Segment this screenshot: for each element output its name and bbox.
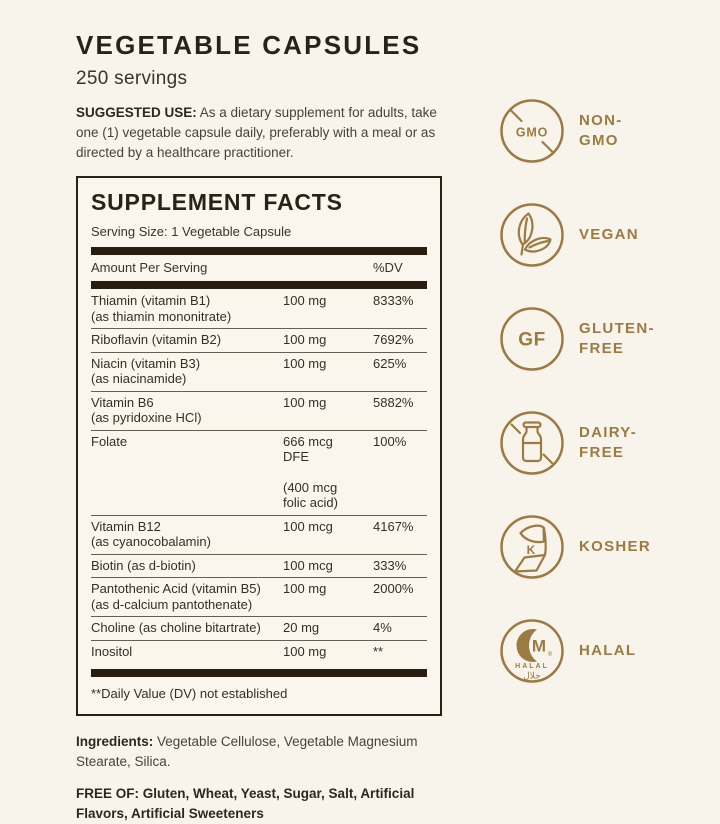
ingredient-sub: (as niacinamide) — [91, 371, 187, 386]
dv-value: 7692% — [373, 332, 414, 347]
badge-gluten-free: GF GLUTEN- FREE — [498, 305, 655, 373]
dv-value: 4167% — [373, 518, 414, 534]
halal-crescent-icon: M ® HALAL حلال — [500, 619, 564, 683]
ingredient-sub: (as thiamin mononitrate) — [91, 308, 232, 324]
ingredient-sub: (as d-calcium pantothenate) — [91, 596, 253, 612]
free-of-paragraph: FREE OF: Gluten, Wheat, Yeast, Sugar, Sa… — [76, 784, 456, 824]
badge-label: GLUTEN- FREE — [579, 320, 655, 357]
ingredients-label: Ingredients: — [76, 734, 154, 749]
gmo-crossed-icon: GMO — [500, 99, 564, 163]
kosher-symbol-icon: K — [500, 515, 564, 579]
label-main-column: VEGETABLE CAPSULES 250 servings SUGGESTE… — [76, 30, 460, 824]
badge-dairy-free: DAIRY- FREE — [498, 409, 655, 477]
table-row: Pantothenic Acid (vitamin B5) (as d-calci… — [91, 577, 427, 616]
dv-value: 100% — [373, 433, 407, 449]
amount-note: (400 mcg folic acid) — [283, 479, 338, 511]
table-header-row: Amount Per Serving %DV — [91, 255, 427, 281]
registered-mark: ® — [548, 651, 553, 658]
badge-label: NON- GMO — [579, 112, 623, 149]
amount-value: 100 mcg — [283, 518, 333, 534]
ingredient-name: Inositol — [91, 643, 133, 659]
supplement-label-page: { "colors": { "gold": "#9b7b42", "dark":… — [76, 30, 655, 821]
ingredient-sub: (as cyanocobalamin) — [91, 534, 211, 549]
dv-value: 5882% — [373, 394, 414, 410]
halal-m-text: M — [532, 637, 546, 656]
column-header-amount: Amount Per Serving — [91, 260, 208, 275]
amount-value: 100 mg — [283, 394, 327, 410]
divider-bar — [91, 281, 427, 289]
table-row: Inositol 100 mg ** — [91, 639, 427, 664]
servings-count: 250 servings — [76, 68, 188, 89]
leaves-icon — [500, 203, 564, 267]
amount-value: 20 mg — [283, 620, 320, 635]
badge-halal: M ® HALAL حلال HALAL — [498, 617, 655, 685]
ingredient-name: Niacin (vitamin B3) — [91, 355, 201, 371]
gf-icon: GF — [500, 307, 564, 371]
amount-value: 100 mg — [283, 581, 327, 596]
table-row: Vitamin B12 (as cyanocobalamin) 100 mcg 4… — [91, 514, 427, 554]
ingredients-paragraph: Ingredients: Vegetable Cellulose, Vegeta… — [76, 732, 456, 772]
amount-value: 666 mcg DFE — [283, 433, 333, 465]
facts-table: Thiamin (vitamin B1) (as thiamin mononitr… — [91, 289, 427, 663]
ingredient-name: Thiamin (vitamin B1) — [91, 293, 211, 308]
suggested-use-paragraph: SUGGESTED USE: As a dietary supplement f… — [76, 103, 456, 163]
ingredient-name: Vitamin B12 — [91, 518, 161, 534]
badge-label: VEGAN — [579, 226, 639, 243]
free-of-label: FREE OF: — [76, 786, 139, 801]
badge-non-gmo: GMO NON- GMO — [498, 97, 655, 165]
table-row: Folate 666 mcg DFE (400 mcg folic acid) 1… — [91, 429, 427, 515]
table-row: Choline (as choline bitartrate) 20 mg 4% — [91, 616, 427, 640]
badge-kosher: K KOSHER — [498, 513, 655, 581]
badge-label: HALAL — [579, 642, 637, 659]
dv-value: 8333% — [373, 293, 414, 308]
dv-value: 2000% — [373, 581, 414, 596]
ingredient-sub: (as pyridoxine HCl) — [91, 410, 202, 425]
column-header-dv: %DV — [373, 260, 403, 275]
divider-bar — [91, 669, 427, 677]
amount-value: 100 mg — [283, 293, 327, 308]
gmo-icon-text: GMO — [516, 126, 548, 140]
divider-bar — [91, 247, 427, 255]
supplement-facts-box: SUPPLEMENT FACTS Serving Size: 1 Vegetab… — [76, 176, 442, 716]
badge-vegan: VEGAN — [498, 201, 655, 269]
table-row: Vitamin B6 (as pyridoxine HCl) 100 mg 588… — [91, 390, 427, 430]
ingredient-name: Folate — [91, 433, 128, 449]
dv-value: 4% — [373, 620, 392, 635]
serving-size: Serving Size: 1 Vegetable Capsule — [91, 224, 292, 239]
ingredient-name: Vitamin B6 — [91, 394, 154, 410]
milk-bottle-crossed-icon — [500, 411, 564, 475]
supplement-facts-title: SUPPLEMENT FACTS — [91, 189, 343, 215]
amount-value: 100 mg — [283, 355, 327, 371]
dv-value: ** — [373, 643, 384, 659]
halal-word-text: HALAL — [515, 663, 549, 670]
badge-label: KOSHER — [579, 538, 651, 555]
ingredient-name: Choline (as choline bitartrate) — [91, 620, 261, 635]
table-row: Biotin (as d-biotin) 100 mcg 333% — [91, 553, 427, 578]
ingredient-name: Pantothenic Acid (vitamin B5) — [91, 581, 261, 596]
kosher-icon-text: K — [527, 543, 536, 557]
amount-value: 100 mg — [283, 643, 327, 659]
amount-value: 100 mg — [283, 332, 327, 347]
table-row: Thiamin (vitamin B1) (as thiamin mononitr… — [91, 289, 427, 328]
page-title: VEGETABLE CAPSULES — [76, 30, 422, 60]
daily-value-footnote: **Daily Value (DV) not established — [91, 686, 288, 701]
gf-icon-text: GF — [518, 330, 545, 351]
suggested-use-label: SUGGESTED USE: — [76, 105, 197, 120]
dv-value: 625% — [373, 355, 407, 371]
table-row: Riboflavin (vitamin B2) 100 mg 7692% — [91, 328, 427, 352]
dv-value: 333% — [373, 557, 407, 573]
ingredient-name: Riboflavin (vitamin B2) — [91, 332, 222, 347]
certification-badges: GMO NON- GMO VEGAN GF GLUTEN- FREE — [498, 97, 655, 721]
table-row: Niacin (vitamin B3) (as niacinamide) 100 … — [91, 351, 427, 391]
suggested-use-text: As a dietary supplement for adults, take… — [76, 105, 437, 160]
amount-value: 100 mcg — [283, 557, 333, 573]
badge-label: DAIRY- FREE — [579, 424, 638, 461]
halal-arabic-text: حلال — [523, 671, 540, 681]
ingredient-name: Biotin (as d-biotin) — [91, 557, 196, 573]
